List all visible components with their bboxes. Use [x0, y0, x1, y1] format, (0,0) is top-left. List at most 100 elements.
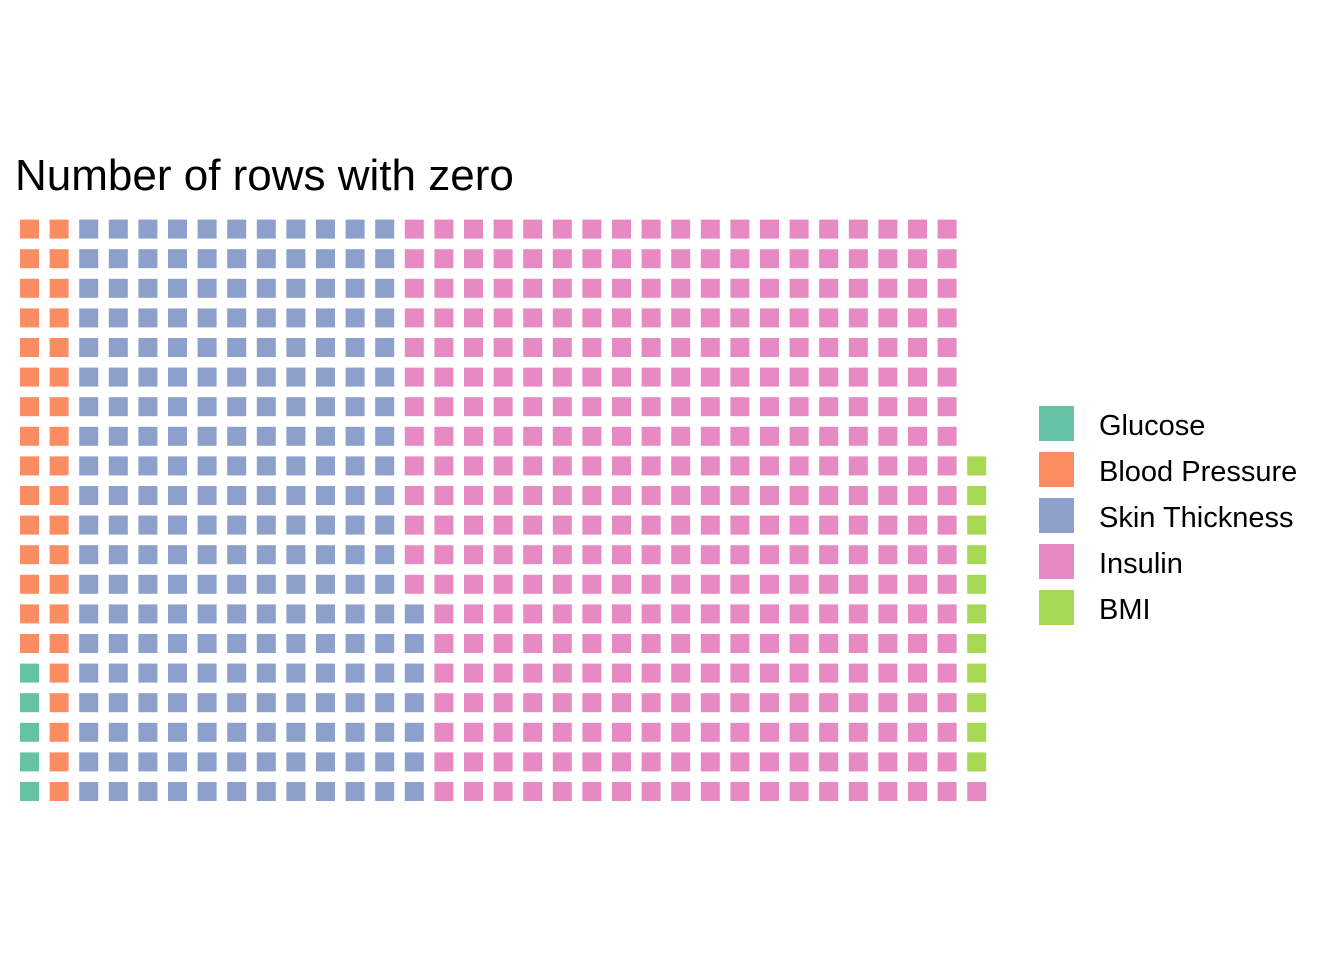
- waffle-tile-blood-pressure: [20, 574, 39, 594]
- waffle-tile-bmi: [967, 574, 987, 594]
- legend-swatch: [1039, 544, 1074, 579]
- waffle-tile-insulin: [937, 278, 957, 298]
- waffle-tile-skin-thickness: [316, 515, 335, 535]
- waffle-tile-insulin: [730, 486, 750, 505]
- waffle-tile-skin-thickness: [227, 249, 247, 269]
- waffle-tile-skin-thickness: [345, 456, 365, 476]
- waffle-tile-insulin: [848, 545, 868, 565]
- waffle-tile-skin-thickness: [197, 545, 217, 565]
- waffle-tile-skin-thickness: [316, 249, 335, 269]
- waffle-tile-insulin: [760, 545, 779, 565]
- waffle-tile-skin-thickness: [227, 693, 247, 713]
- waffle-tile-insulin: [760, 397, 779, 417]
- waffle-tile-skin-thickness: [227, 456, 247, 476]
- waffle-tile-insulin: [434, 752, 454, 772]
- waffle-tile-skin-thickness: [79, 545, 99, 565]
- waffle-tile-skin-thickness: [286, 722, 306, 742]
- waffle-tile-insulin: [464, 515, 483, 535]
- waffle-tile-skin-thickness: [375, 545, 395, 565]
- waffle-tile-insulin: [908, 634, 927, 653]
- waffle-tile-insulin: [612, 308, 631, 328]
- legend-label: Glucose: [1099, 410, 1205, 442]
- waffle-tile-insulin: [641, 338, 661, 357]
- waffle-tile-insulin: [848, 308, 868, 328]
- waffle-tile-skin-thickness: [375, 308, 395, 328]
- waffle-tile-insulin: [582, 752, 602, 772]
- waffle-tile-insulin: [937, 338, 957, 357]
- waffle-tile-skin-thickness: [79, 722, 99, 742]
- waffle-tile-insulin: [641, 486, 661, 505]
- waffle-tile-skin-thickness: [316, 338, 335, 357]
- waffle-tile-insulin: [464, 367, 483, 387]
- waffle-tile-insulin: [434, 663, 454, 683]
- waffle-tile-skin-thickness: [286, 249, 306, 269]
- waffle-tile-skin-thickness: [108, 515, 128, 535]
- waffle-tile-insulin: [937, 634, 957, 653]
- waffle-tile-insulin: [493, 752, 513, 772]
- waffle-tile-skin-thickness: [138, 219, 158, 239]
- waffle-tile-skin-thickness: [197, 456, 217, 476]
- waffle-tile-skin-thickness: [256, 515, 276, 535]
- waffle-tile-blood-pressure: [49, 604, 69, 624]
- waffle-tile-insulin: [671, 219, 691, 239]
- waffle-tile-skin-thickness: [286, 752, 306, 772]
- waffle-tile-skin-thickness: [286, 219, 306, 239]
- waffle-tile-blood-pressure: [49, 219, 69, 239]
- waffle-tile-insulin: [552, 249, 572, 269]
- waffle-tile-insulin: [523, 338, 543, 357]
- waffle-tile-insulin: [819, 367, 839, 387]
- waffle-tile-insulin: [730, 249, 750, 269]
- waffle-tile-skin-thickness: [79, 634, 99, 653]
- waffle-tile-insulin: [700, 426, 720, 446]
- waffle-tile-skin-thickness: [79, 278, 99, 298]
- waffle-tile-skin-thickness: [197, 397, 217, 417]
- chart-title: Number of rows with zero: [15, 151, 514, 200]
- waffle-tile-insulin: [760, 486, 779, 505]
- waffle-tile-skin-thickness: [138, 604, 158, 624]
- waffle-tile-insulin: [878, 693, 898, 713]
- waffle-tile-skin-thickness: [168, 249, 187, 269]
- waffle-tile-insulin: [789, 752, 809, 772]
- waffle-tile-skin-thickness: [138, 249, 158, 269]
- waffle-tile-insulin: [878, 278, 898, 298]
- waffle-tile-insulin: [730, 663, 750, 683]
- waffle-tile-insulin: [760, 574, 779, 594]
- waffle-tile-insulin: [848, 722, 868, 742]
- waffle-tile-skin-thickness: [108, 752, 128, 772]
- waffle-tile-insulin: [523, 397, 543, 417]
- waffle-tile-insulin: [848, 604, 868, 624]
- waffle-tile-insulin: [523, 663, 543, 683]
- waffle-tile-skin-thickness: [227, 219, 247, 239]
- waffle-tile-blood-pressure: [49, 486, 69, 505]
- waffle-tile-insulin: [493, 545, 513, 565]
- waffle-tile-insulin: [434, 604, 454, 624]
- waffle-tile-skin-thickness: [345, 426, 365, 446]
- waffle-tile-skin-thickness: [286, 634, 306, 653]
- waffle-tile-insulin: [878, 338, 898, 357]
- waffle-tile-insulin: [493, 515, 513, 535]
- waffle-tile-blood-pressure: [20, 278, 39, 298]
- waffle-tile-skin-thickness: [316, 574, 335, 594]
- waffle-tile-insulin: [493, 456, 513, 476]
- waffle-tile-skin-thickness: [375, 515, 395, 535]
- waffle-tile-insulin: [819, 278, 839, 298]
- waffle-tile-insulin: [730, 515, 750, 535]
- waffle-tile-insulin: [464, 663, 483, 683]
- waffle-tile-insulin: [464, 693, 483, 713]
- waffle-tile-insulin: [848, 663, 868, 683]
- waffle-tile-insulin: [671, 249, 691, 269]
- waffle-tile-skin-thickness: [227, 308, 247, 328]
- waffle-tile-bmi: [967, 663, 987, 683]
- waffle-tile-insulin: [671, 367, 691, 387]
- waffle-tile-insulin: [878, 367, 898, 387]
- waffle-tile-skin-thickness: [79, 693, 99, 713]
- waffle-tile-insulin: [434, 515, 454, 535]
- waffle-tile-skin-thickness: [316, 308, 335, 328]
- waffle-tile-insulin: [908, 308, 927, 328]
- waffle-tile-insulin: [552, 634, 572, 653]
- waffle-tile-insulin: [493, 338, 513, 357]
- waffle-tile-skin-thickness: [316, 456, 335, 476]
- waffle-tile-blood-pressure: [49, 752, 69, 772]
- waffle-tile-blood-pressure: [20, 426, 39, 446]
- waffle-tile-skin-thickness: [108, 456, 128, 476]
